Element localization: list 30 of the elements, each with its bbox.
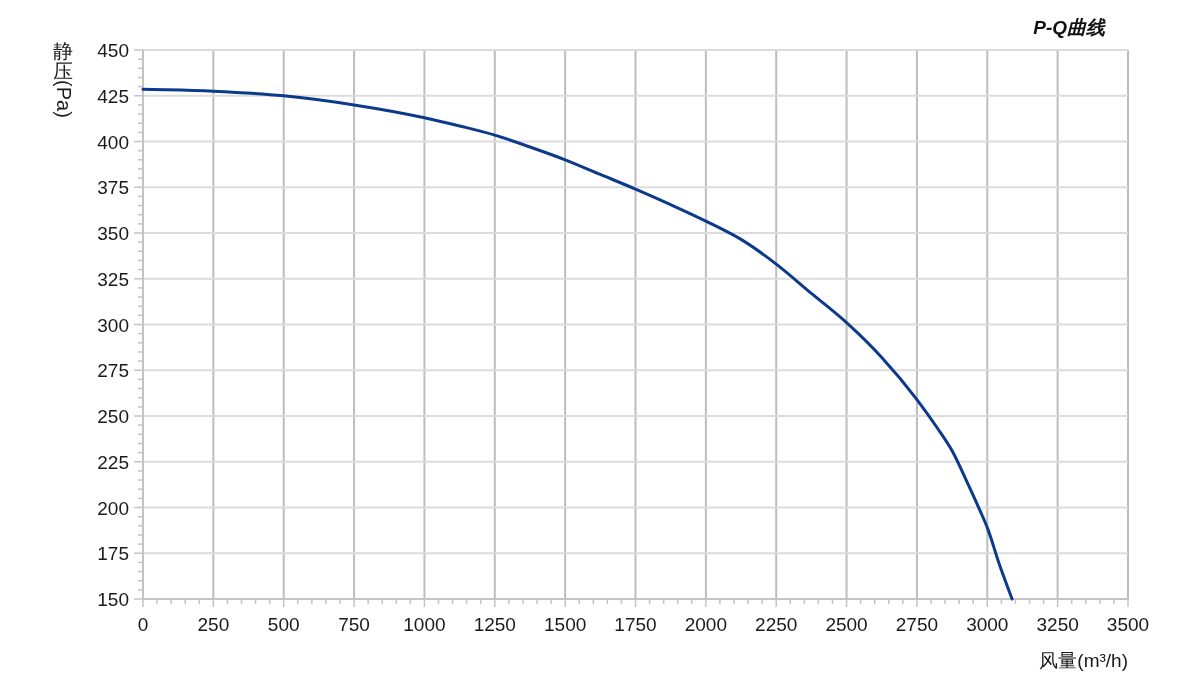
x-tick-label: 0 (137, 614, 149, 635)
x-tick-label: 2750 (895, 614, 939, 635)
y-tick-label: 375 (97, 176, 129, 198)
y-tick-label: 325 (97, 268, 129, 290)
y-tick-label: 225 (97, 451, 129, 473)
y-tick-label: 275 (97, 359, 129, 381)
x-tick-label: 3250 (1036, 614, 1079, 635)
x-tick-label: 1250 (473, 614, 516, 635)
y-tick-label: 250 (97, 405, 129, 427)
x-tick-label: 1500 (544, 614, 587, 635)
y-tick-label: 150 (97, 588, 129, 610)
xlabel: 风量(m³/h) (1039, 650, 1128, 671)
x-tick-label: 750 (338, 614, 370, 635)
y-tick-label: 200 (97, 497, 129, 518)
x-tick-label: 2500 (825, 614, 868, 635)
x-tick-label: 3500 (1106, 614, 1150, 635)
y-tick-label: 400 (97, 131, 129, 152)
x-tick-label: 1750 (614, 614, 657, 635)
x-tick-label: 500 (267, 614, 300, 635)
y-tick-label: 300 (97, 314, 129, 335)
x-tick-label: 1000 (403, 614, 446, 635)
x-tick-label: 3000 (966, 614, 1009, 635)
y-tick-label: 350 (97, 222, 129, 244)
y-tick-label: 175 (97, 542, 129, 564)
x-tick-label: 2250 (755, 614, 798, 635)
title: P-Q曲线 (1033, 17, 1105, 38)
y-tick-label: 450 (97, 39, 129, 61)
y-tick-label: 425 (97, 85, 129, 107)
x-tick-label: 2000 (684, 614, 727, 635)
x-tick-label: 250 (197, 614, 230, 635)
